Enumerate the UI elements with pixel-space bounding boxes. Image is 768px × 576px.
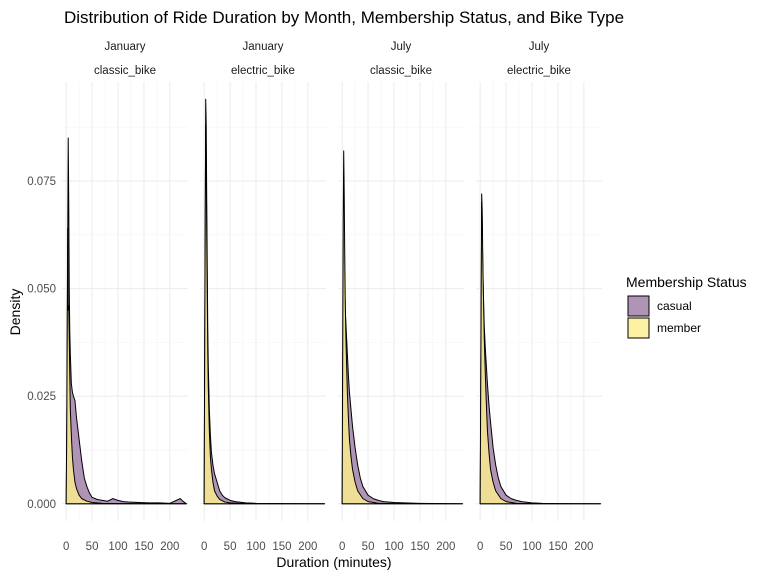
x-tick-label: 150	[134, 541, 153, 553]
legend-label: member	[657, 321, 701, 335]
density-area-casual	[341, 193, 463, 505]
facet-strip-bike: electric_bike	[231, 65, 295, 77]
chart-title: Distribution of Ride Duration by Month, …	[64, 8, 624, 27]
x-tick-label: 200	[574, 541, 593, 553]
legend-item: casual	[627, 295, 692, 317]
facet-panels: January classic_bike 0 50 100 150 200 January el…	[27, 41, 602, 553]
x-tick-label: 200	[298, 541, 317, 553]
y-tick-label: 0.025	[27, 391, 56, 403]
facet-strip-month: January	[105, 41, 146, 53]
legend-item: member	[627, 317, 701, 339]
x-tick-label: 150	[410, 541, 429, 553]
facet-strip-month: July	[391, 41, 412, 53]
y-axis-title: Density	[7, 289, 23, 336]
x-tick-label: 50	[86, 541, 99, 553]
facet-strip-month: July	[529, 41, 550, 53]
x-tick-label: 0	[477, 541, 483, 553]
x-tick-label: 200	[436, 541, 455, 553]
legend-title: Membership Status	[626, 274, 747, 290]
x-tick-label: 100	[384, 541, 403, 553]
density-area-casual	[479, 202, 601, 505]
x-tick-label: 100	[522, 541, 541, 553]
density-area-casual	[65, 137, 187, 505]
facet-strip-bike: electric_bike	[507, 65, 571, 77]
facet-strip-month: January	[243, 41, 284, 53]
density-area-casual	[203, 98, 325, 505]
facet-strip-bike: classic_bike	[370, 65, 432, 77]
legend-label: casual	[657, 299, 692, 313]
x-tick-label: 150	[272, 541, 291, 553]
x-tick-label: 0	[339, 541, 345, 553]
x-tick-label: 100	[246, 541, 265, 553]
x-tick-label: 0	[63, 541, 69, 553]
x-tick-label: 200	[160, 541, 179, 553]
facet-panel: July electric_bike 0 50 100 150 200	[476, 41, 602, 553]
y-tick-label: 0.000	[27, 499, 56, 511]
x-tick-label: 50	[362, 541, 375, 553]
y-tick-label: 0.050	[27, 284, 56, 296]
density-area-member	[479, 193, 601, 505]
y-tick-label: 0.075	[27, 176, 56, 188]
x-tick-label: 150	[548, 541, 567, 553]
legend-key-casual	[627, 295, 650, 317]
facet-panel: January classic_bike 0 50 100 150 200	[62, 41, 188, 553]
legend: Membership Status casual member	[626, 274, 747, 339]
density-area-member	[203, 124, 325, 505]
density-area-member	[65, 227, 187, 505]
facet-strip-bike: classic_bike	[94, 65, 156, 77]
x-tick-label: 50	[500, 541, 513, 553]
facet-panel: July classic_bike 0 50 100 150 200	[338, 41, 464, 553]
legend-key-member	[627, 317, 650, 339]
x-tick-label: 50	[224, 541, 237, 553]
x-tick-label: 0	[201, 541, 207, 553]
x-tick-label: 100	[108, 541, 127, 553]
density-area-member	[341, 150, 463, 505]
facet-panel: January electric_bike 0 50 100 150 200	[200, 41, 326, 553]
x-axis-title: Duration (minutes)	[276, 554, 391, 570]
